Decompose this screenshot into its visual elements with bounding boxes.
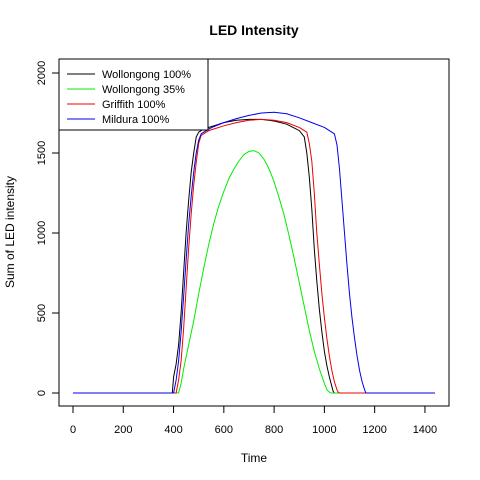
series-line-3 (73, 111, 435, 394)
legend: Wollongong 100% Wollongong 35% Griffith 10… (58, 58, 209, 131)
y-axis-title: Sum of LED intensity (3, 176, 17, 288)
x-tick-label: 600 (215, 424, 233, 436)
x-tick-label: 1200 (362, 424, 386, 436)
x-tick-label: 400 (164, 424, 182, 436)
legend-label: Mildura 100% (102, 114, 169, 126)
x-axis-title: Time (241, 451, 268, 465)
legend-label: Wollongong 100% (102, 69, 191, 81)
x-tick-label: 0 (70, 424, 76, 436)
y-tick-label: 2000 (36, 61, 48, 85)
x-tick-label: 800 (265, 424, 283, 436)
legend-box (58, 58, 209, 131)
series-line-0 (73, 118, 435, 394)
series-layer (73, 111, 435, 394)
y-tick-label: 1000 (36, 221, 48, 245)
y-tick-label: 500 (36, 304, 48, 322)
x-tick-label: 1000 (312, 424, 336, 436)
x-axis: 0 200 400 600 800 1000 1200 1400 (70, 405, 437, 436)
y-tick-label: 1500 (36, 141, 48, 165)
legend-label: Wollongong 35% (102, 84, 185, 96)
y-tick-label: 0 (36, 390, 48, 396)
chart-title: LED Intensity (209, 22, 299, 38)
x-tick-label: 200 (114, 424, 132, 436)
series-line-1 (73, 150, 435, 394)
y-axis: 0 500 1000 1500 2000 (36, 61, 60, 396)
series-line-2 (73, 118, 435, 394)
legend-label: Griffith 100% (102, 99, 166, 111)
x-tick-label: 1400 (413, 424, 437, 436)
